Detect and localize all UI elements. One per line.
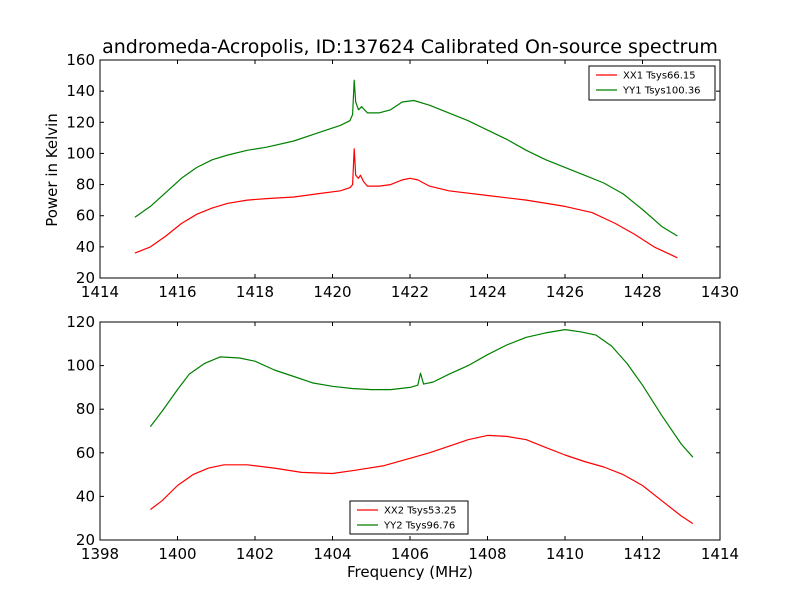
x-tick-label: 1430	[701, 283, 739, 301]
x-tick-label: 1408	[468, 545, 506, 563]
x-tick-label: 1412	[623, 545, 661, 563]
series-line-yy	[149, 329, 694, 458]
legend-label: YY2 Tsys96.76	[383, 521, 455, 532]
y-tick-label: 80	[76, 400, 95, 418]
x-tick-label: 1400	[158, 545, 196, 563]
x-tick-label: 1426	[546, 283, 584, 301]
y-tick-label: 80	[76, 176, 95, 194]
y-axis-label: Power in Kelvin	[43, 113, 61, 227]
y-tick-label: 20	[76, 531, 95, 549]
y-tick-label: 100	[66, 357, 95, 375]
x-tick-label: 1414	[701, 545, 739, 563]
series-line-xx	[150, 434, 694, 525]
x-tick-label: 1406	[391, 545, 429, 563]
legend-box	[349, 500, 469, 535]
y-tick-label: 40	[76, 238, 95, 256]
x-tick-label: 1416	[158, 283, 196, 301]
x-tick-label: 1424	[468, 283, 506, 301]
x-tick-label: 1410	[546, 545, 584, 563]
x-tick-label: 1404	[313, 545, 351, 563]
x-tick-label: 1398	[81, 545, 119, 563]
legend: XX1 Tsys66.15 YY1 Tsys100.36	[588, 65, 716, 101]
bottom-panel: 1398 1400 1402 1404 1406 1408 1410 1412 1414 20 40…	[66, 313, 739, 563]
x-tick-label: 1414	[81, 283, 119, 301]
y-tick-label: 120	[66, 113, 95, 131]
x-tick-label: 1402	[236, 545, 274, 563]
top-panel: 1414 1416 1418 1420 1422 1424 1426 1428 1430 20 40…	[66, 51, 739, 301]
y-tick-label: 120	[66, 313, 95, 331]
legend-label: XX1 Tsys66.15	[623, 71, 696, 82]
legend-box	[588, 65, 716, 101]
x-axis-label: Frequency (MHz)	[347, 563, 473, 581]
chart-title: andromeda-Acropolis, ID:137624 Calibrate…	[102, 36, 718, 58]
y-tick-label: 140	[66, 82, 95, 100]
x-tick-label: 1420	[313, 283, 351, 301]
y-tick-label: 60	[76, 444, 95, 462]
series-line-yy	[134, 79, 678, 237]
y-tick-label: 100	[66, 144, 95, 162]
x-tick-label: 1428	[623, 283, 661, 301]
y-tick-label: 20	[76, 269, 95, 287]
series-line-xx	[134, 148, 678, 259]
legend: XX2 Tsys53.25 YY2 Tsys96.76	[349, 500, 469, 535]
y-tick-label: 40	[76, 487, 95, 505]
y-tick-label: 60	[76, 207, 95, 225]
legend-label: YY1 Tsys100.36	[622, 86, 701, 97]
x-tick-label: 1422	[391, 283, 429, 301]
y-tick-label: 160	[66, 51, 95, 69]
x-tick-label: 1418	[236, 283, 274, 301]
legend-label: XX2 Tsys53.25	[384, 506, 457, 517]
